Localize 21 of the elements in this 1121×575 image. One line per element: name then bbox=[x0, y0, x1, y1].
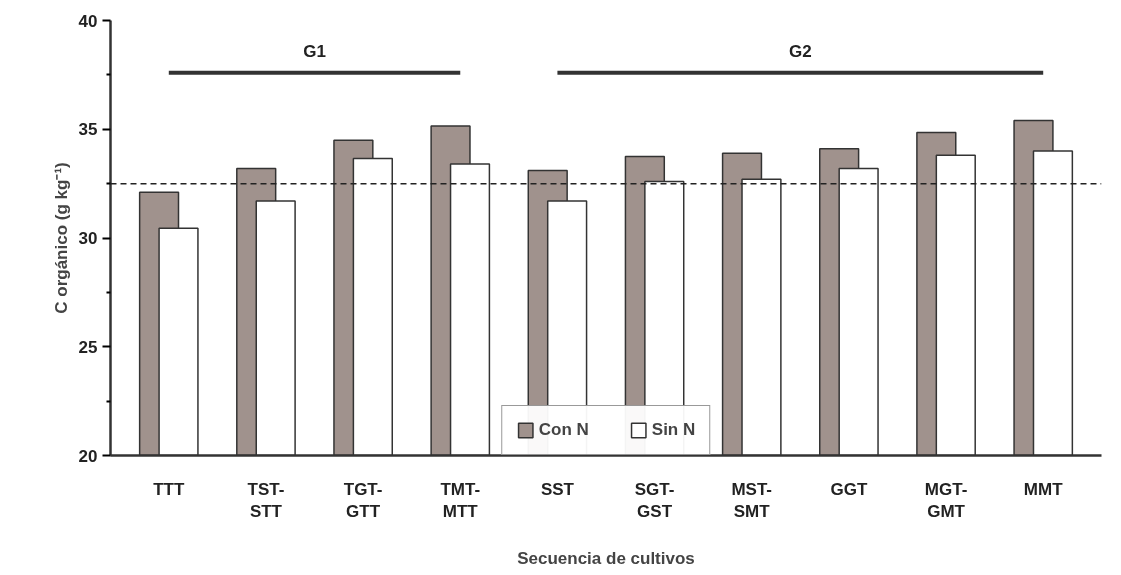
y-tick-label: 20 bbox=[78, 446, 98, 466]
y-tick-label: 35 bbox=[78, 120, 98, 140]
x-tick-label: TGT- GTT bbox=[343, 479, 383, 522]
series-label: G1 bbox=[303, 41, 326, 61]
x-tick-label: GGT bbox=[830, 479, 868, 499]
x-tick-label: SGT- GST bbox=[634, 479, 675, 522]
legend-label: Con N bbox=[538, 420, 589, 440]
y-axis-title: C orgánico (g kg⁻¹) bbox=[51, 162, 71, 314]
x-tick-label: MGT- GMT bbox=[924, 479, 968, 522]
x-tick-label: TMT- MTT bbox=[440, 479, 481, 522]
y-tick-label: 30 bbox=[78, 229, 98, 248]
legend-label: Sin N bbox=[651, 420, 696, 440]
y-tick-label: 40 bbox=[78, 11, 98, 31]
x-tick-label: TST- STT bbox=[247, 479, 285, 522]
y-tick-label: 25 bbox=[78, 337, 98, 357]
x-tick-label: SST bbox=[540, 479, 575, 499]
x-tick-label: MMT bbox=[1023, 479, 1064, 499]
x-axis-title: Secuencia de cultivos bbox=[517, 549, 695, 569]
series-label: G2 bbox=[788, 41, 812, 61]
x-tick-label: TTT bbox=[153, 479, 185, 499]
x-tick-label: MST- SMT bbox=[731, 479, 773, 522]
